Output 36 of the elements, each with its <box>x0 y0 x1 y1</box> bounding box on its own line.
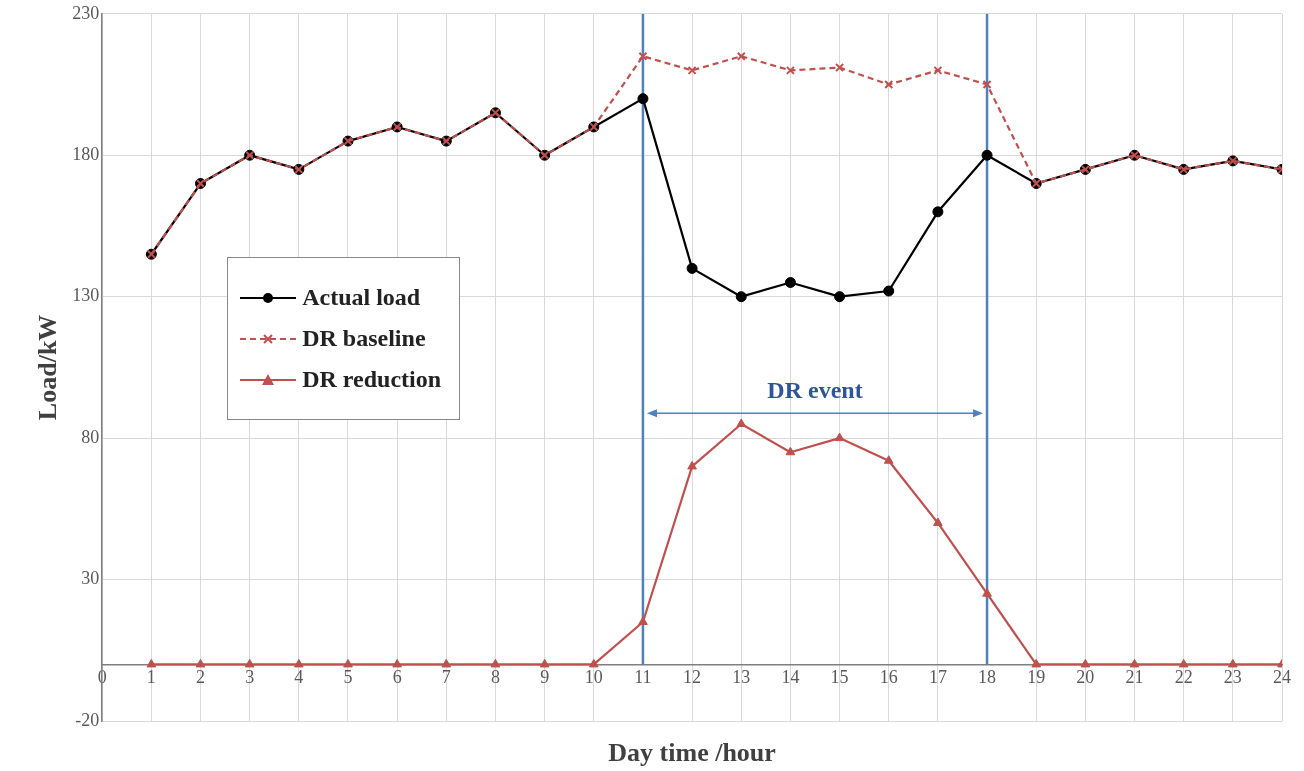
x-tick-label: 3 <box>245 666 255 687</box>
x-tick-label: 12 <box>683 666 702 687</box>
legend-label: DR reduction <box>302 366 442 394</box>
annotation: DR event <box>767 376 863 403</box>
x-tick-label: 20 <box>1076 666 1095 687</box>
y-tick-label: 80 <box>81 426 100 447</box>
x-tick-label: 21 <box>1125 666 1144 687</box>
x-tick-label: 17 <box>928 666 947 687</box>
x-tick-label: 24 <box>1273 666 1291 687</box>
y-tick-label: 180 <box>72 143 100 164</box>
x-tick-label: 16 <box>879 666 898 687</box>
x-tick-label: 1 <box>146 666 156 687</box>
y-tick-label: 230 <box>72 2 100 23</box>
x-tick-label: 11 <box>634 666 652 687</box>
x-tick-label: 13 <box>732 666 751 687</box>
x-tick-label: 23 <box>1223 666 1242 687</box>
x-tick-label: 2 <box>196 666 206 687</box>
x-tick-label: 6 <box>392 666 402 687</box>
y-axis-title: Load/kW <box>33 314 63 421</box>
x-tick-label: 8 <box>490 666 500 687</box>
x-tick-label: 18 <box>978 666 997 687</box>
x-tick-label: 9 <box>540 666 550 687</box>
x-tick-label: 5 <box>343 666 353 687</box>
x-tick-label: 19 <box>1027 666 1046 687</box>
x-tick-label: 22 <box>1174 666 1193 687</box>
y-tick-label: 130 <box>72 285 100 306</box>
x-axis-title: Day time /hour <box>608 737 776 767</box>
legend-label: Actual load <box>302 284 421 312</box>
legend-label: DR baseline <box>302 325 426 353</box>
x-tick-label: 10 <box>584 666 603 687</box>
y-tick-label: -20 <box>75 709 100 730</box>
x-tick-label: 4 <box>294 666 304 687</box>
x-tick-label: 15 <box>830 666 849 687</box>
x-tick-label: 14 <box>781 666 800 687</box>
y-tick-label: 30 <box>81 568 100 589</box>
x-tick-label: 7 <box>441 666 451 687</box>
